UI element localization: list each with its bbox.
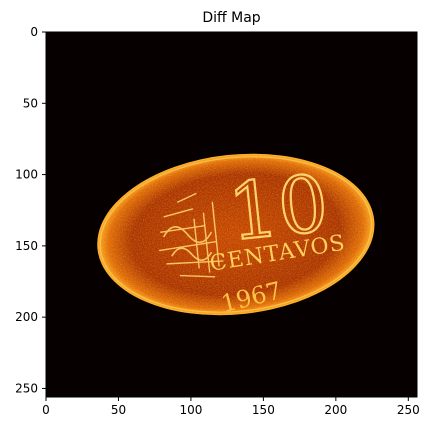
relief-stroke	[176, 192, 197, 204]
relief-wave	[171, 247, 213, 261]
relief-stroke	[163, 208, 194, 218]
relief-wave	[163, 226, 213, 243]
chart-title: Diff Map	[202, 10, 260, 26]
y-tick-label: 0	[30, 25, 38, 39]
y-tick-label: 250	[15, 381, 38, 395]
x-tick-label: 0	[42, 403, 50, 417]
relief-stroke	[202, 212, 211, 273]
relief-stroke	[166, 260, 224, 265]
coin-rim	[99, 156, 373, 313]
x-axis: 0 50 100 150 200 250	[42, 397, 420, 417]
coin-relief	[159, 192, 224, 278]
x-tick-label: 50	[111, 403, 126, 417]
relief-stroke	[211, 201, 220, 267]
coin-texture	[97, 153, 375, 316]
x-tick-label: 100	[179, 403, 202, 417]
y-tick-label: 50	[23, 96, 38, 110]
relief-stroke	[179, 274, 216, 278]
y-tick-label: 100	[15, 168, 38, 182]
y-tick-label: 150	[15, 239, 38, 253]
coin-denomination: 10	[224, 159, 332, 259]
x-tick-label: 150	[252, 403, 275, 417]
x-tick-label: 250	[397, 403, 420, 417]
y-axis: 0 50 100 150 200 250	[15, 25, 46, 395]
plot-frame	[45, 31, 418, 398]
y-tick-label: 200	[15, 310, 38, 324]
x-tick-label: 200	[324, 403, 347, 417]
